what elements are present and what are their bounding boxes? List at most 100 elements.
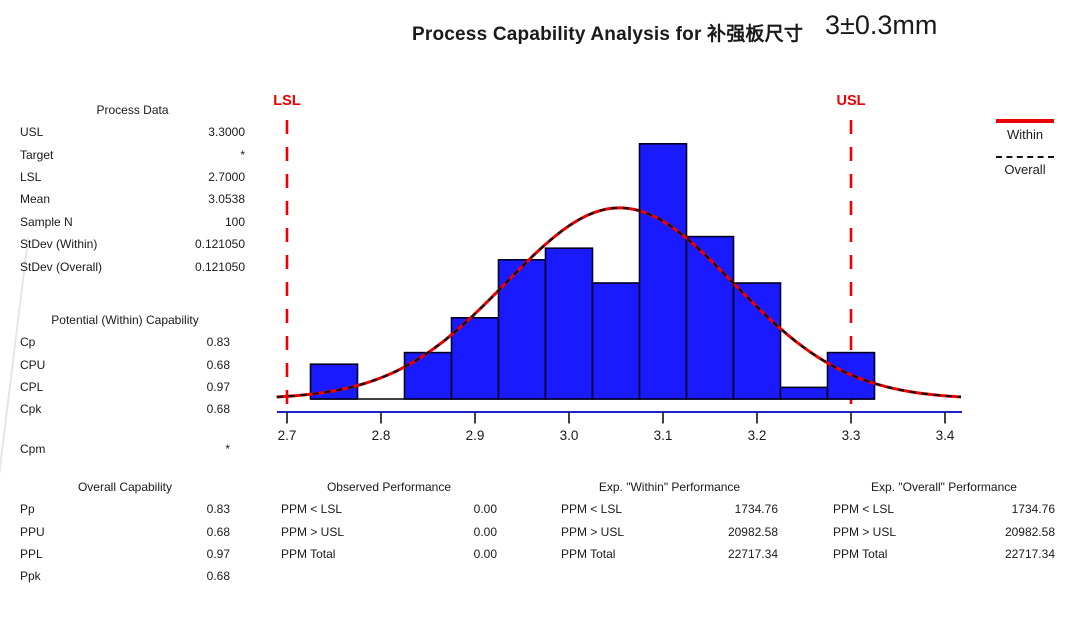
stat-row: Cpk 0.68 <box>20 398 230 420</box>
stat-label: PPM Total <box>561 546 616 561</box>
overall-line-key <box>996 155 1054 158</box>
stat-value: 1734.76 <box>734 502 778 517</box>
stat-label: USL <box>20 125 44 140</box>
stat-label: PPM > USL <box>561 524 625 539</box>
stat-value: 3.3000 <box>208 125 245 140</box>
stat-value: 22717.34 <box>1004 546 1055 561</box>
histogram-bar <box>638 143 688 400</box>
stat-label: Cpk <box>20 402 42 417</box>
stat-label: CPU <box>20 357 46 372</box>
stat-row: PPM > USL 20982.58 <box>833 520 1055 542</box>
histogram-bar <box>732 282 782 400</box>
stat-label: PPM Total <box>281 546 336 561</box>
stat-row: Ppk 0.68 <box>20 565 230 587</box>
chart-title: Process Capability Analysis for 补强板尺寸 <box>412 24 804 45</box>
stat-value: 0.83 <box>206 335 230 350</box>
stat-label: Cpm <box>20 441 46 456</box>
stat-label: PPM > USL <box>281 524 345 539</box>
stat-value: 0.97 <box>206 379 230 394</box>
x-tick-label: 2.8 <box>372 428 391 443</box>
stat-row: CPL 0.97 <box>20 376 230 398</box>
stat-label: Mean <box>20 192 51 207</box>
stat-row: PPM Total 0.00 <box>281 543 497 565</box>
within-curve <box>276 206 962 399</box>
stat-label: PPM < LSL <box>833 502 895 517</box>
legend-within-label: Within <box>1006 126 1044 142</box>
stat-value: 0.68 <box>206 569 230 584</box>
stat-value: 20982.58 <box>727 524 778 539</box>
stat-row: USL 3.3000 <box>20 121 245 143</box>
process-data-panel: Process Data USL 3.3000 Target * LSL 2.7000 Me… <box>20 99 245 278</box>
stat-row: PPM < LSL 1734.76 <box>561 498 778 520</box>
x-tick-label: 3.3 <box>842 428 861 443</box>
stat-value: 0.00 <box>473 502 497 517</box>
stat-value: 3.0538 <box>208 192 245 207</box>
within-capability-panel: Potential (Within) Capability Cp 0.83 CPU 0… <box>20 309 230 460</box>
stat-row: Target * <box>20 143 245 165</box>
stat-row: Cp 0.83 <box>20 331 230 353</box>
stat-value: 0.83 <box>206 502 230 517</box>
stat-value: * <box>240 147 245 162</box>
stat-label: PPM < LSL <box>561 502 623 517</box>
stat-row: PPM < LSL 0.00 <box>281 498 497 520</box>
stat-value: 0.121050 <box>194 237 245 252</box>
histogram-bar <box>591 282 641 400</box>
histogram-bar <box>403 351 453 400</box>
histogram-bar <box>544 247 594 400</box>
observed-performance-header: Observed Performance <box>326 480 452 494</box>
stat-value: 0.68 <box>206 357 230 372</box>
stat-value: 2.7000 <box>208 169 245 184</box>
stat-value: 0.68 <box>206 524 230 539</box>
stat-value: 1734.76 <box>1011 502 1055 517</box>
stat-row: PPM Total 22717.34 <box>561 543 778 565</box>
x-tick-label: 3.2 <box>748 428 767 443</box>
spec-annotation: 3±0.3mm <box>825 10 938 40</box>
stat-row: StDev (Overall) 0.121050 <box>20 255 245 277</box>
stat-label: Cp <box>20 335 36 350</box>
exp-within-performance-header: Exp. "Within" Performance <box>598 480 741 494</box>
stat-label: PPM > USL <box>833 524 897 539</box>
stat-row: PPM < LSL 1734.76 <box>833 498 1055 520</box>
histogram-bar <box>685 235 735 400</box>
curve-legend: Within Overall <box>993 119 1057 177</box>
stat-row: StDev (Within) 0.121050 <box>20 233 245 255</box>
process-data-header: Process Data <box>96 103 169 117</box>
stat-row: Cpm * <box>20 438 230 460</box>
stat-label: PPL <box>20 546 43 561</box>
legend-overall-label: Overall <box>1004 161 1046 177</box>
stat-value: 22717.34 <box>727 546 778 561</box>
stat-label: Ppk <box>20 569 41 584</box>
exp-within-performance-panel: Exp. "Within" Performance PPM < LSL 1734.… <box>561 476 778 565</box>
stat-label: PPM Total <box>833 546 888 561</box>
stat-row: CPU 0.68 <box>20 353 230 375</box>
histogram-bar <box>497 258 547 400</box>
stat-value: 0.00 <box>473 546 497 561</box>
observed-performance-panel: Observed Performance PPM < LSL 0.00 PPM > … <box>281 476 497 565</box>
x-tick-label: 2.9 <box>466 428 485 443</box>
lsl-label: LSL <box>273 93 301 109</box>
stat-row: PPM > USL 0.00 <box>281 520 497 542</box>
histogram-bar <box>779 386 829 400</box>
stat-row: Mean 3.0538 <box>20 188 245 210</box>
stat-row: Pp 0.83 <box>20 498 230 520</box>
stat-value: * <box>225 441 230 456</box>
stat-label: Sample N <box>20 214 73 229</box>
stat-label: Pp <box>20 502 35 517</box>
overall-capability-header: Overall Capability <box>77 480 173 494</box>
stat-value: 0.68 <box>206 402 230 417</box>
stat-value: 0.97 <box>206 546 230 561</box>
stat-label: StDev (Overall) <box>20 259 103 274</box>
stat-value: 0.00 <box>473 524 497 539</box>
stat-label: PPM < LSL <box>281 502 343 517</box>
stat-label: Target <box>20 147 54 162</box>
x-tick-label: 3.0 <box>560 428 579 443</box>
stat-label: CPL <box>20 379 44 394</box>
x-tick-label: 3.1 <box>654 428 673 443</box>
exp-overall-performance-panel: Exp. "Overall" Performance PPM < LSL 1734… <box>833 476 1055 565</box>
stat-row: LSL 2.7000 <box>20 166 245 188</box>
stat-row: PPL 0.97 <box>20 543 230 565</box>
within-capability-header: Potential (Within) Capability <box>51 313 199 327</box>
stat-label: LSL <box>20 169 42 184</box>
